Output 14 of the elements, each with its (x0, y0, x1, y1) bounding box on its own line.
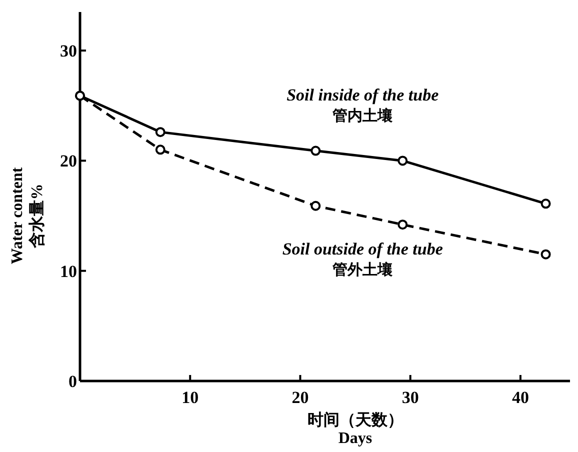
y-tick-label: 20 (60, 152, 77, 171)
xlabel: 时间（天数） (307, 412, 404, 429)
y-tick-label: 0 (68, 372, 77, 391)
ylabel: Water content (9, 167, 26, 264)
x-tick-label: 30 (402, 388, 419, 407)
series-label: Soil inside of the tube 管内土壤 (286, 86, 440, 125)
y-tick-label: 10 (60, 262, 77, 281)
x-tick-label: 10 (182, 388, 199, 407)
xlabel: Days (338, 430, 372, 447)
x-tick-label: 40 (512, 388, 529, 407)
y-tick-label: 30 (60, 42, 77, 61)
series-label: Soil outside of the tube 管外土壤 (282, 240, 444, 279)
ylabel: 含水量% (29, 184, 46, 248)
x-tick-label: 20 (292, 388, 309, 407)
